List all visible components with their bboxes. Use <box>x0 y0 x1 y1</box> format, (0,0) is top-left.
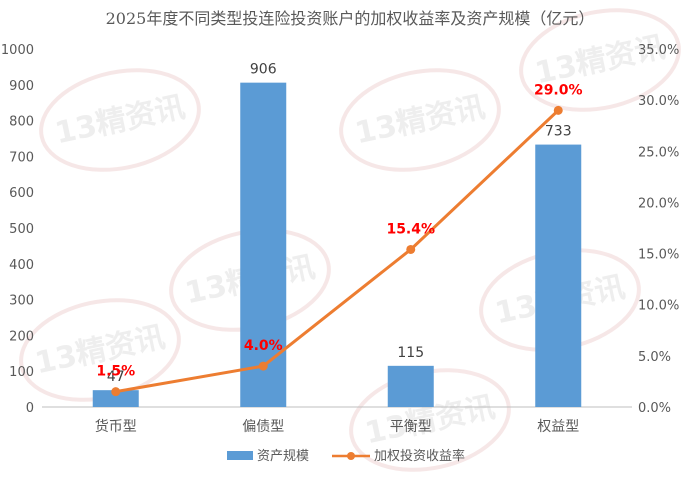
watermark-stamp: 13精资讯 <box>39 68 201 172</box>
right-tick-label: 25.0% <box>638 145 679 160</box>
left-tick-label: 300 <box>9 294 34 309</box>
line-point <box>111 387 121 397</box>
legend-swatch-bar <box>227 451 253 460</box>
right-tick-label: 20.0% <box>638 196 679 211</box>
bar <box>387 365 434 407</box>
left-axis: 0 100 200 300 400 500 600 700 800 900 1000 <box>1 43 34 416</box>
left-tick-label: 1000 <box>1 43 34 58</box>
left-tick-label: 900 <box>9 79 34 94</box>
left-tick-label: 800 <box>9 115 34 130</box>
category-label: 平衡型 <box>390 419 432 435</box>
bar-value-label: 115 <box>397 345 424 361</box>
category-label: 偏债型 <box>242 419 284 435</box>
line-value-label: 1.5% <box>96 364 135 380</box>
bar <box>535 144 582 407</box>
bar-value-label: 47 <box>107 369 125 385</box>
line-point <box>553 105 563 115</box>
watermark-ring <box>519 8 681 112</box>
left-tick-label: 600 <box>9 186 34 201</box>
left-tick-label: 100 <box>9 365 34 380</box>
bar-series: 47 906 115 733 <box>92 62 582 407</box>
right-tick-label: 15.0% <box>638 248 679 263</box>
left-tick-label: 500 <box>9 222 34 237</box>
legend-marker-line <box>347 452 355 460</box>
category-label: 权益型 <box>537 419 579 435</box>
bar <box>92 390 139 407</box>
right-tick-label: 0.0% <box>638 401 671 416</box>
right-tick-label: 10.0% <box>638 299 679 314</box>
x-axis: 货币型 偏债型 平衡型 权益型 <box>42 406 632 435</box>
chart-title: 2025年度不同类型投连险投资账户的加权收益率及资产规模（亿元） <box>106 9 595 28</box>
watermark-text: 13精资讯 <box>52 90 188 152</box>
watermark-text: 13精资讯 <box>352 90 488 152</box>
right-tick-label: 30.0% <box>638 94 679 109</box>
legend-label-line: 加权投资收益率 <box>374 448 465 464</box>
left-tick-label: 0 <box>26 401 34 416</box>
right-tick-label: 35.0% <box>638 43 679 58</box>
bar <box>240 82 287 407</box>
watermark-stamp: 13精资讯 <box>339 68 501 172</box>
line-series: 1.5% 4.0% 15.4% 29.0% <box>96 82 583 397</box>
left-tick-label: 200 <box>9 329 34 344</box>
right-tick-label: 5.0% <box>638 350 671 365</box>
right-axis: 0.0% 5.0% 10.0% 15.0% 20.0% 25.0% 30.0% 35.0% <box>638 43 679 416</box>
line-value-label: 29.0% <box>534 82 583 98</box>
bar-value-label: 906 <box>250 62 277 78</box>
left-tick-label: 700 <box>9 150 34 165</box>
bar-value-label: 733 <box>545 124 572 140</box>
series-line <box>115 109 560 394</box>
category-label: 货币型 <box>95 418 137 435</box>
line-value-label: 4.0% <box>244 338 283 354</box>
legend: 资产规模 加权投资收益率 <box>227 448 465 464</box>
line-point <box>258 361 268 371</box>
line-point <box>406 244 416 254</box>
left-tick-label: 400 <box>9 258 34 273</box>
line-value-label: 15.4% <box>386 221 435 237</box>
legend-label-bar: 资产规模 <box>257 449 309 464</box>
